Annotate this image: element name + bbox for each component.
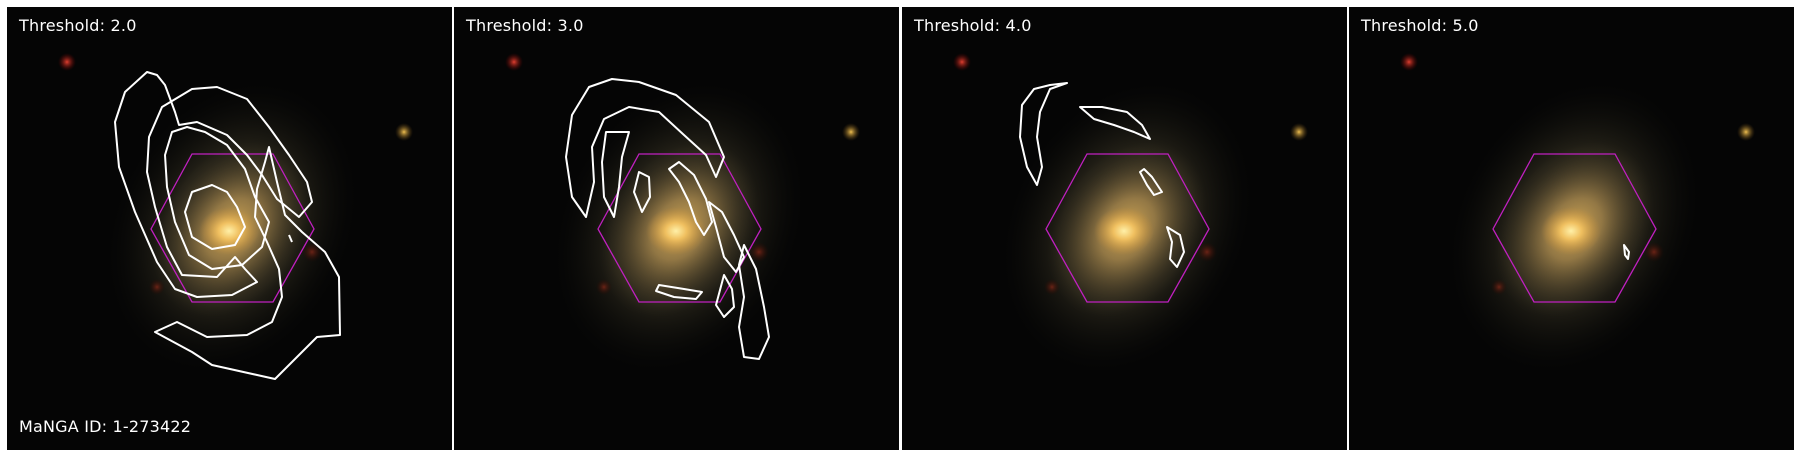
panel-threshold-3: Threshold: 3.0 (454, 7, 899, 450)
manga-id-label: MaNGA ID: 1-273422 (19, 417, 192, 436)
galaxy-image (7, 7, 452, 450)
contours (565, 78, 770, 360)
ifu-hexagon (150, 153, 315, 303)
ifu-hexagon (597, 153, 762, 303)
ifu-hexagon (1045, 153, 1210, 303)
threshold-label: Threshold: 2.0 (19, 16, 137, 35)
galaxy-image (454, 7, 899, 450)
threshold-label: Threshold: 5.0 (1361, 16, 1479, 35)
panel-threshold-2: Threshold: 2.0 MaNGA ID: 1-273422 (7, 7, 452, 450)
panel-threshold-4: Threshold: 4.0 (902, 7, 1347, 450)
threshold-label: Threshold: 3.0 (466, 16, 584, 35)
contours (1019, 82, 1185, 268)
threshold-label: Threshold: 4.0 (914, 16, 1032, 35)
ifu-hexagon (1492, 153, 1657, 303)
contours (114, 71, 341, 380)
galaxy-image (1349, 7, 1794, 450)
panel-threshold-5: Threshold: 5.0 (1349, 7, 1794, 450)
contours (1623, 244, 1630, 260)
galaxy-image (902, 7, 1347, 450)
